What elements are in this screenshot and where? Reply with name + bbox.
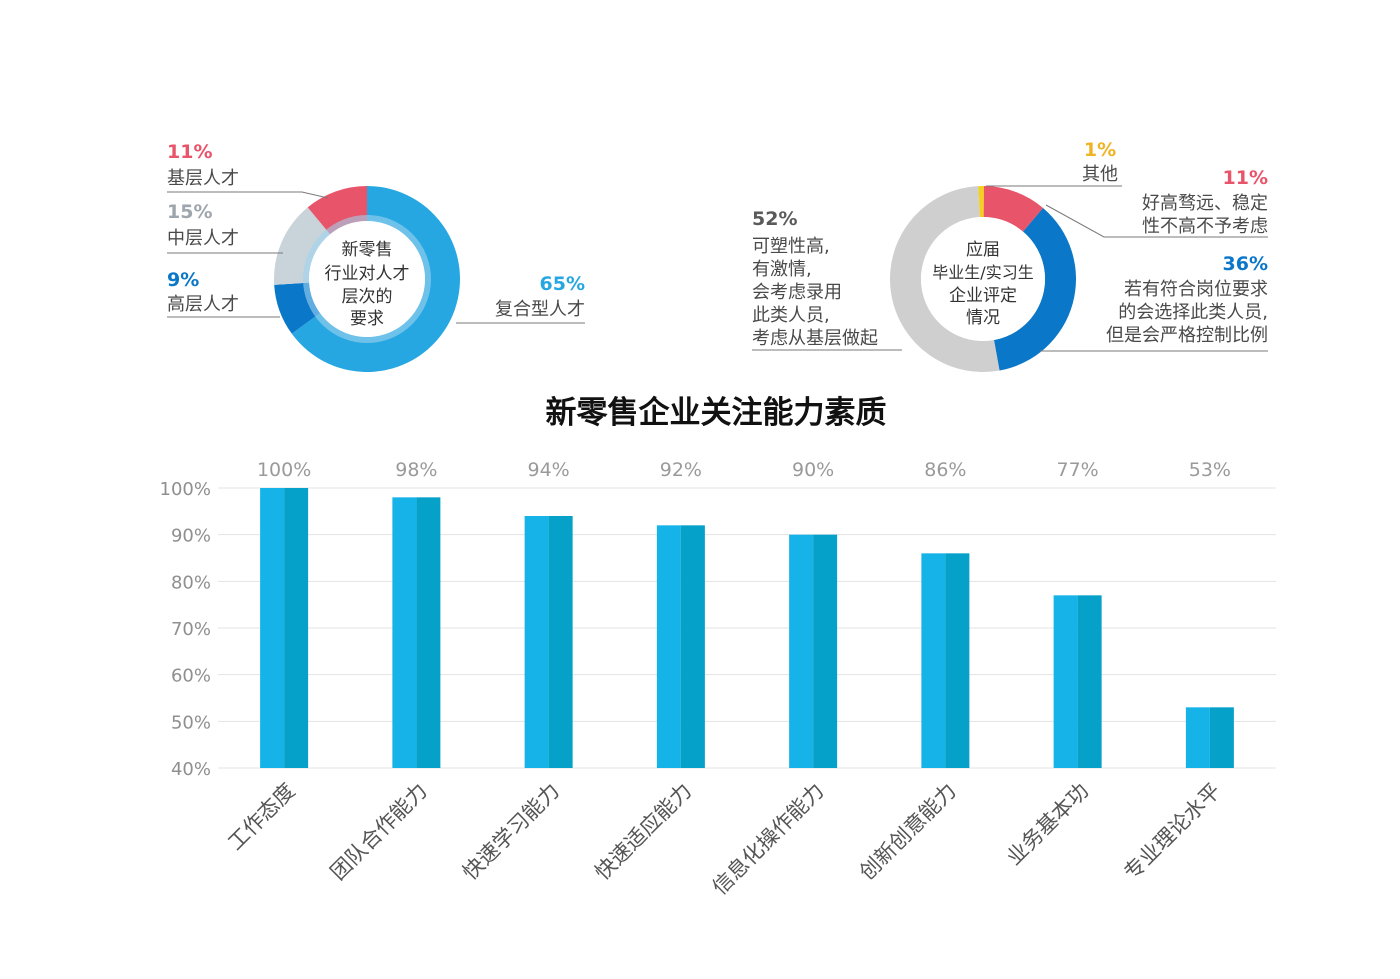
bar-left-face	[789, 534, 814, 768]
bar-chart-y-axis: 40% 50% 60% 70% 80% 90% 100%	[160, 479, 211, 780]
donut-graduate-pct-other: 1%	[1084, 139, 1116, 161]
donut-graduate-slice-other	[978, 186, 984, 218]
donut-talent-level-center-line-4: 要求	[350, 309, 384, 329]
donut-talent-level-label-senior: 高层人才	[167, 294, 239, 315]
donut-talent-level-slice-composite	[291, 186, 461, 372]
donut-talent-level-pct-senior: 9%	[167, 269, 199, 291]
bar-value-label: 90%	[792, 459, 834, 481]
x-tick-label: 快速适应能力	[590, 779, 696, 885]
donut-graduate-evaluation-center	[921, 217, 1045, 341]
bar-left-face	[524, 516, 549, 768]
donut-talent-level-label-basic: 基层人才	[167, 168, 239, 189]
bar-left-face	[392, 497, 417, 768]
donut-graduate-label-high-line-4: 此类人员,	[752, 305, 830, 326]
donut-graduate-evaluation-center-line-1: 应届	[966, 240, 1000, 260]
donut-talent-level-pct-middle: 15%	[167, 201, 212, 223]
donut-talent-level: 新零售 行业对人才 层次的 要求 11% 基层人才 15% 中层人才 9% 高层…	[167, 141, 585, 372]
bar-value-label: 86%	[924, 459, 966, 481]
y-tick-label: 90%	[171, 526, 211, 547]
y-tick-label: 100%	[160, 479, 211, 500]
bar-value-label: 100%	[257, 459, 311, 481]
donut-graduate-label-high-line-5: 考虑从基层做起	[752, 328, 878, 349]
donut-graduate-pct-mid: 36%	[1223, 253, 1268, 275]
bar-left-face	[260, 488, 285, 768]
donut-graduate-evaluation-slices	[889, 186, 1076, 372]
bar-value-label: 92%	[660, 459, 702, 481]
bar-chart-value-labels: 100% 98% 94% 92% 90% 86% 77% 53%	[257, 459, 1231, 481]
donut-talent-level-label-middle: 中层人才	[167, 228, 239, 249]
donut-graduate-evaluation-center-line-4: 情况	[966, 308, 1000, 328]
donut-talent-level-pct-basic: 11%	[167, 141, 212, 163]
donut-talent-level-center-line-2: 行业对人才	[325, 264, 410, 284]
bar-right-face	[945, 553, 970, 768]
donut-talent-level-center-line-3: 层次的	[342, 287, 393, 307]
bar-left-face	[1185, 707, 1210, 768]
x-tick-label: 专业理论水平	[1119, 779, 1225, 885]
bar-left-face	[656, 525, 681, 768]
donut-talent-level-center-line-1: 新零售	[342, 240, 393, 260]
bar-right-face	[680, 525, 705, 768]
donut-talent-level-slices	[274, 186, 461, 372]
donut-graduate-slice-low	[983, 186, 1044, 232]
bar-value-label: 98%	[395, 459, 437, 481]
donut-graduate-label-mid-line-2: 的会选择此类人员,	[1118, 302, 1268, 323]
bar-right-face	[416, 497, 441, 768]
x-tick-label: 创新创意能力	[855, 779, 961, 885]
donut-graduate-pct-high: 52%	[752, 208, 797, 230]
donut-graduate-slice-mid	[993, 207, 1076, 371]
donut-talent-level-center	[309, 221, 425, 337]
bar-value-label: 77%	[1057, 459, 1099, 481]
bar-right-face	[1077, 595, 1102, 768]
y-tick-label: 80%	[171, 572, 211, 593]
donut-talent-level-label-composite: 复合型人才	[495, 299, 585, 320]
donut-graduate-label-high-line-1: 可塑性高,	[752, 236, 830, 257]
bar-left-face	[1053, 595, 1078, 768]
donut-talent-level-inner-ring	[303, 215, 431, 343]
bar-right-face	[284, 488, 309, 768]
x-tick-label: 快速学习能力	[458, 779, 564, 885]
y-tick-label: 40%	[171, 759, 211, 780]
x-tick-label: 团队合作能力	[326, 779, 432, 885]
bar-value-label: 94%	[528, 459, 570, 481]
y-tick-label: 60%	[171, 666, 211, 687]
x-tick-label: 信息化操作能力	[708, 779, 829, 900]
donut-graduate-evaluation: 应届 毕业生/实习生 企业评定 情况 1% 其他 11% 好高骛远、稳定 性不高…	[752, 139, 1268, 372]
bar-chart-bars	[260, 488, 1234, 768]
bar-chart-title: 新零售企业关注能力素质	[546, 395, 887, 431]
donut-graduate-label-mid-line-3: 但是会严格控制比例	[1106, 325, 1268, 346]
y-tick-label: 70%	[171, 619, 211, 640]
bar-chart-gridlines	[218, 487, 1276, 769]
bar-right-face	[813, 534, 838, 768]
donut-graduate-label-high-line-2: 有激情,	[752, 259, 812, 280]
donut-graduate-pct-low: 11%	[1223, 167, 1268, 189]
donut-graduate-label-high-line-3: 会考虑录用	[752, 282, 842, 303]
bar-right-face	[1209, 707, 1234, 768]
bar-left-face	[921, 553, 946, 768]
donut-graduate-label-mid-line-1: 若有符合岗位要求	[1124, 279, 1268, 300]
donut-graduate-evaluation-center-line-2: 毕业生/实习生	[932, 263, 1033, 282]
x-tick-label: 工作态度	[223, 779, 299, 855]
donut-graduate-evaluation-center-line-3: 企业评定	[949, 286, 1017, 306]
donut-graduate-label-low-line-2: 性不高不予考虑	[1142, 216, 1268, 237]
bar-value-label: 53%	[1189, 459, 1231, 481]
bar-chart-x-axis: 工作态度 团队合作能力 快速学习能力 快速适应能力 信息化操作能力 创新创意能力 业务基本功…	[223, 779, 1225, 900]
donut-talent-level-pct-composite: 65%	[540, 273, 585, 295]
donut-graduate-label-low-line-1: 好高骛远、稳定	[1142, 193, 1268, 214]
donut-graduate-label-other: 其他	[1082, 164, 1118, 185]
donut-graduate-slice-high	[889, 186, 1000, 372]
bar-right-face	[548, 516, 573, 768]
donut-talent-level-slice-middle	[274, 207, 331, 285]
y-tick-label: 50%	[171, 712, 211, 733]
leader-line-low	[1045, 204, 1268, 238]
leader-line-basic	[167, 191, 329, 199]
x-tick-label: 业务基本功	[1002, 779, 1093, 870]
